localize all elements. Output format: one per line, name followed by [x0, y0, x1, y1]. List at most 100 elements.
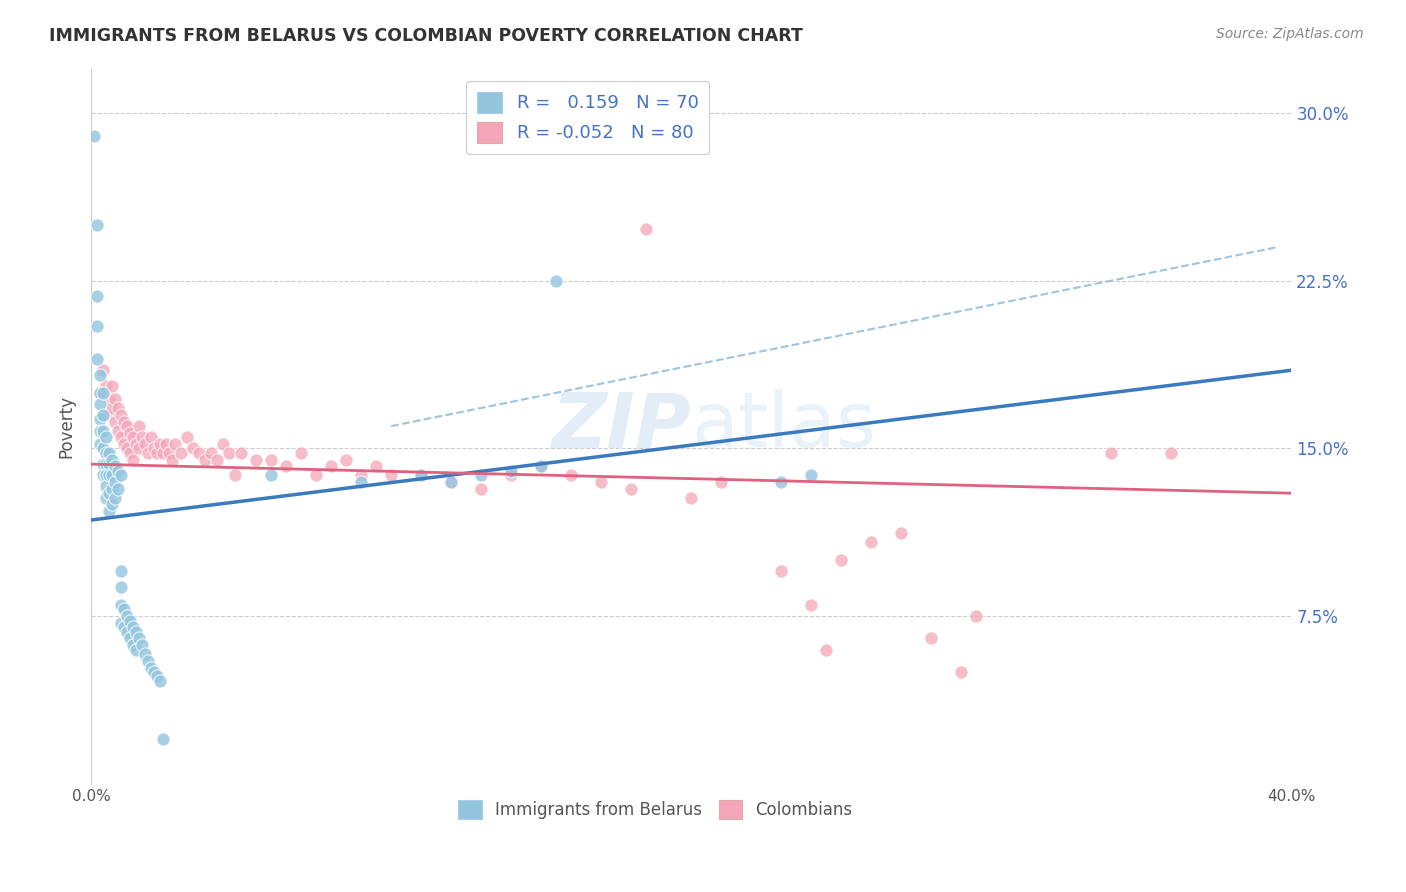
Point	[530, 459, 553, 474]
Point	[86, 218, 108, 232]
Point	[107, 424, 129, 438]
Point	[98, 446, 121, 460]
Point	[110, 580, 132, 594]
Point	[104, 475, 127, 489]
Point	[96, 457, 118, 471]
Point	[115, 609, 138, 624]
Point	[128, 419, 150, 434]
Point	[91, 457, 114, 471]
Point	[91, 424, 114, 438]
Point	[350, 475, 373, 489]
Point	[89, 412, 111, 426]
Point	[131, 638, 153, 652]
Point	[440, 475, 463, 489]
Point	[218, 446, 240, 460]
Point	[560, 468, 582, 483]
Point	[205, 452, 228, 467]
Point	[91, 468, 114, 483]
Point	[131, 430, 153, 444]
Point	[89, 424, 111, 438]
Point	[146, 669, 169, 683]
Point	[290, 446, 312, 460]
Point	[470, 468, 492, 483]
Point	[122, 430, 145, 444]
Point	[770, 565, 793, 579]
Point	[591, 475, 613, 489]
Point	[134, 437, 156, 451]
Point	[112, 437, 135, 451]
Point	[681, 491, 703, 505]
Text: atlas: atlas	[692, 389, 876, 463]
Point	[188, 446, 211, 460]
Point	[120, 446, 142, 460]
Point	[146, 446, 169, 460]
Point	[165, 437, 187, 451]
Point	[321, 459, 343, 474]
Point	[411, 468, 433, 483]
Point	[800, 468, 823, 483]
Point	[160, 452, 183, 467]
Point	[98, 392, 121, 407]
Point	[98, 468, 121, 483]
Point	[141, 430, 163, 444]
Point	[380, 468, 402, 483]
Point	[101, 452, 124, 467]
Point	[86, 318, 108, 333]
Point	[136, 654, 159, 668]
Point	[276, 459, 298, 474]
Point	[134, 647, 156, 661]
Point	[101, 482, 124, 496]
Point	[96, 479, 118, 493]
Point	[530, 459, 553, 474]
Point	[98, 457, 121, 471]
Point	[89, 385, 111, 400]
Point	[636, 222, 658, 236]
Point	[98, 486, 121, 500]
Point	[260, 468, 283, 483]
Point	[110, 565, 132, 579]
Point	[231, 446, 253, 460]
Point	[411, 468, 433, 483]
Point	[110, 615, 132, 630]
Text: IMMIGRANTS FROM BELARUS VS COLOMBIAN POVERTY CORRELATION CHART: IMMIGRANTS FROM BELARUS VS COLOMBIAN POV…	[49, 27, 803, 45]
Point	[350, 468, 373, 483]
Point	[366, 459, 388, 474]
Point	[122, 620, 145, 634]
Point	[89, 368, 111, 382]
Point	[501, 468, 523, 483]
Point	[122, 452, 145, 467]
Point	[120, 632, 142, 646]
Point	[91, 363, 114, 377]
Point	[440, 475, 463, 489]
Point	[950, 665, 973, 679]
Point	[143, 442, 166, 456]
Point	[501, 464, 523, 478]
Point	[125, 437, 148, 451]
Point	[305, 468, 328, 483]
Point	[1099, 446, 1122, 460]
Point	[104, 491, 127, 505]
Point	[830, 553, 852, 567]
Point	[112, 620, 135, 634]
Point	[110, 598, 132, 612]
Point	[89, 437, 111, 451]
Legend: Immigrants from Belarus, Colombians: Immigrants from Belarus, Colombians	[451, 793, 859, 825]
Point	[815, 642, 838, 657]
Point	[546, 274, 568, 288]
Point	[101, 379, 124, 393]
Point	[149, 437, 172, 451]
Point	[104, 415, 127, 429]
Point	[470, 482, 492, 496]
Text: ZIP: ZIP	[551, 389, 692, 463]
Point	[224, 468, 246, 483]
Point	[710, 475, 733, 489]
Point	[120, 425, 142, 440]
Point	[125, 642, 148, 657]
Point	[176, 430, 198, 444]
Point	[96, 468, 118, 483]
Point	[96, 379, 118, 393]
Point	[83, 128, 105, 143]
Point	[89, 385, 111, 400]
Point	[112, 602, 135, 616]
Point	[107, 482, 129, 496]
